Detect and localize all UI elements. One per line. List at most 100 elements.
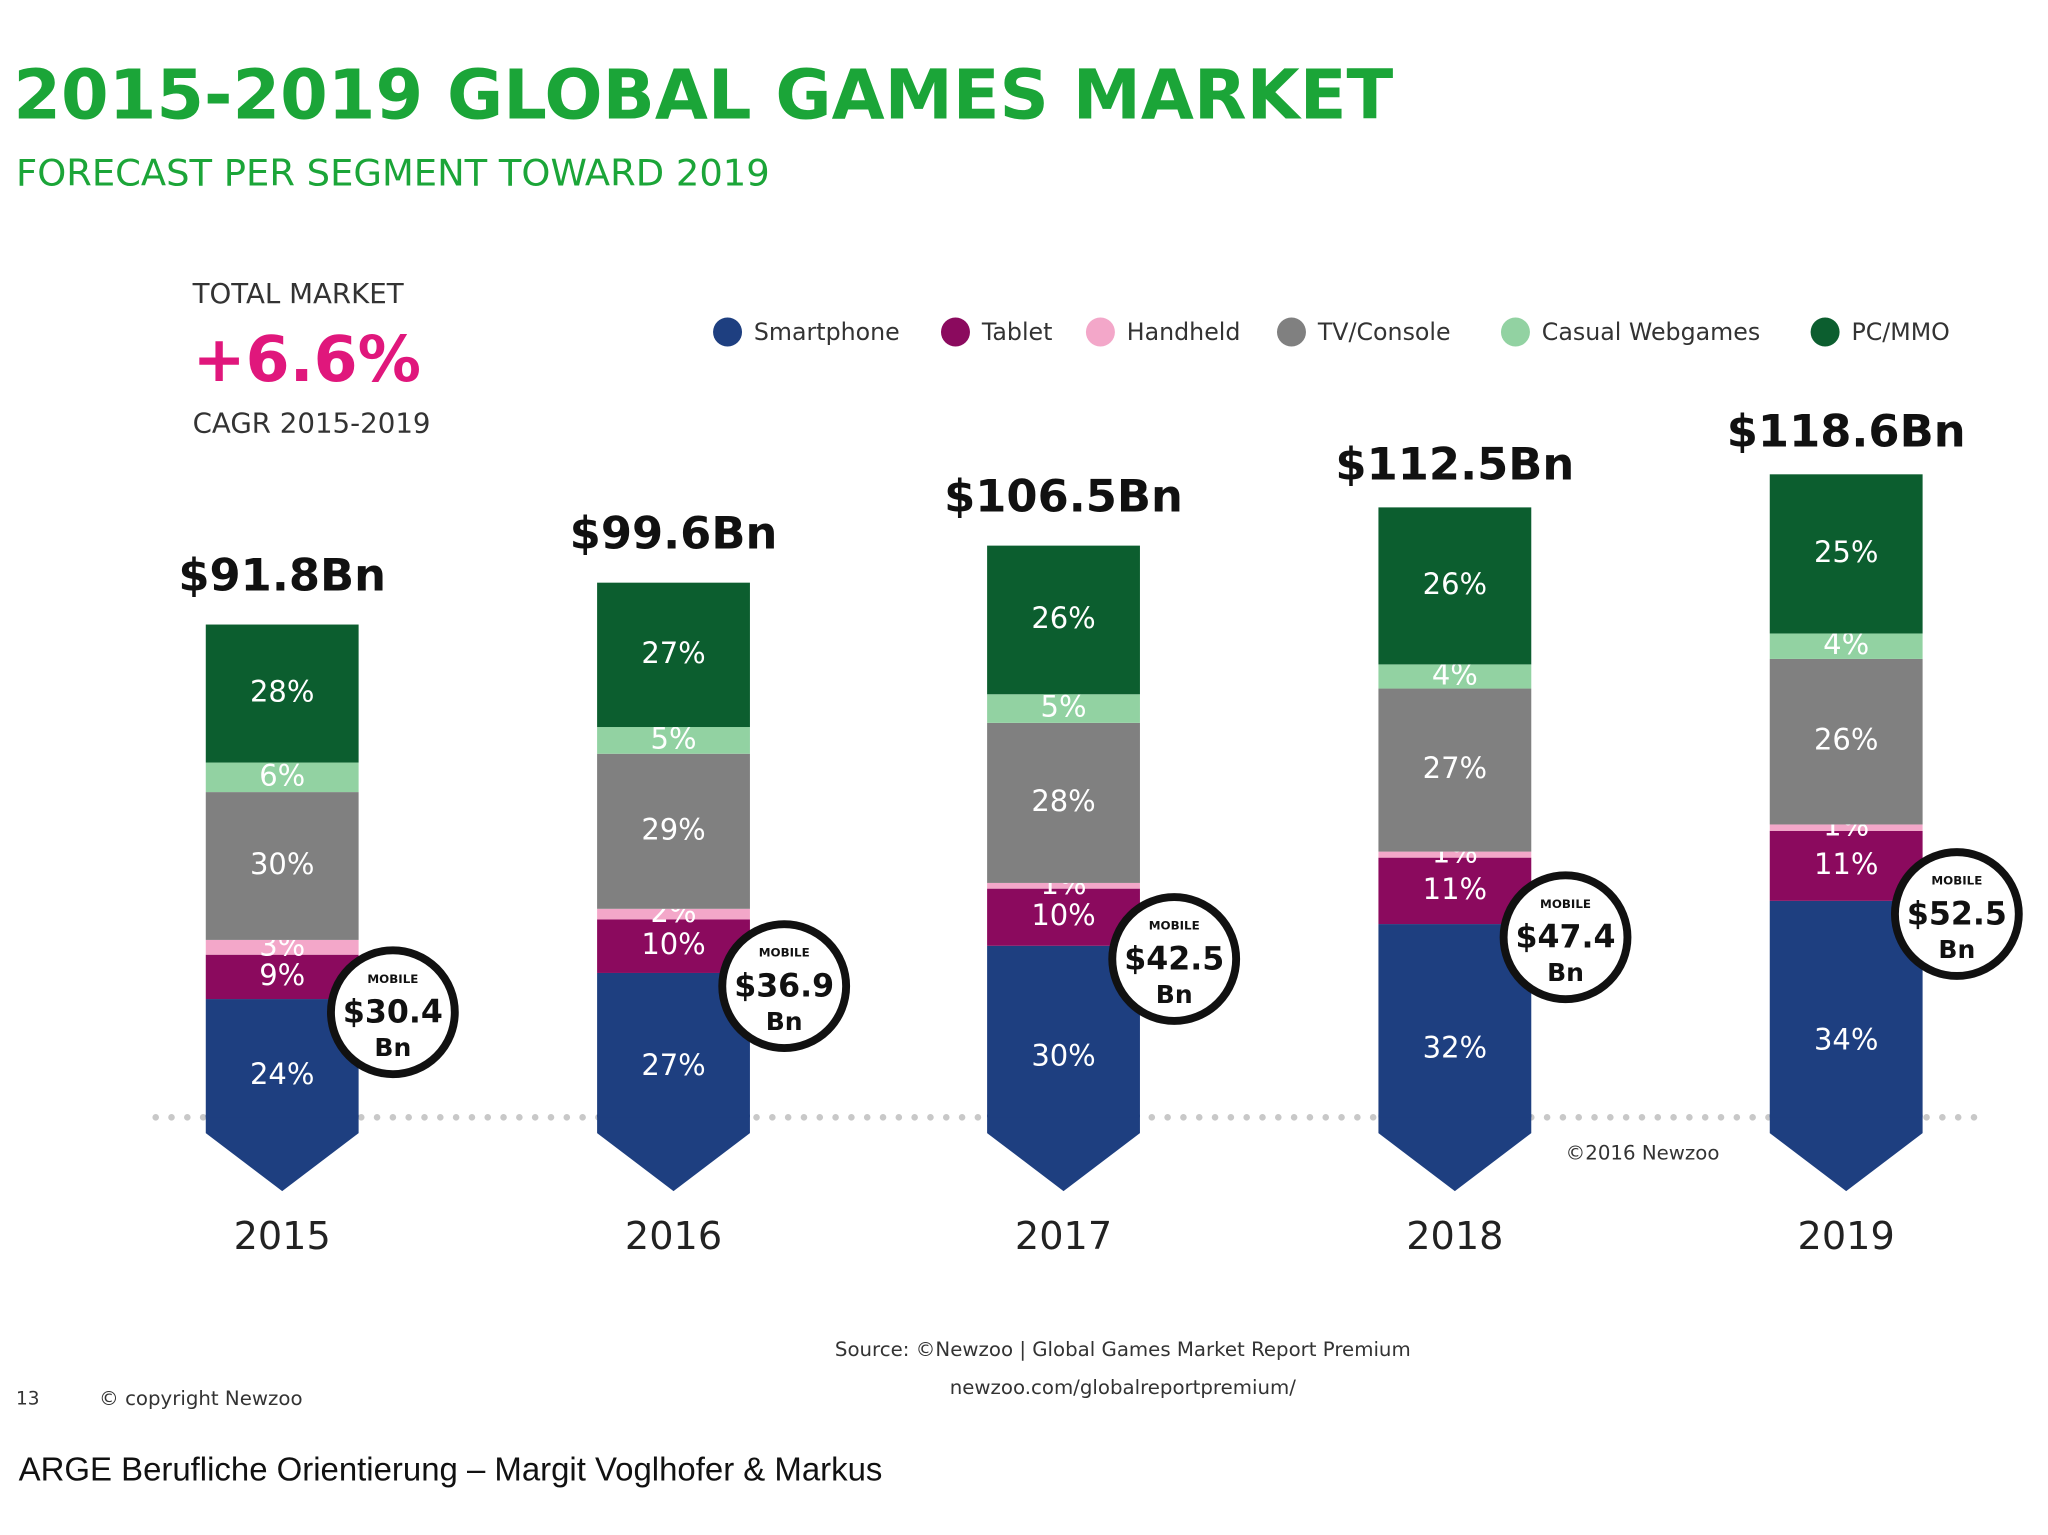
legend-swatch (1276, 317, 1306, 347)
bar-tip (205, 1114, 359, 1192)
mobile-unit: Bn (1156, 980, 1193, 1009)
copyright: © copyright Newzoo (99, 1387, 303, 1410)
legend-label: Smartphone (754, 318, 900, 346)
segment-label: 29% (641, 812, 705, 846)
segment-label: 28% (250, 675, 314, 709)
mobile-label: MOBILE (1149, 919, 1200, 933)
segment-label: 26% (1423, 567, 1487, 601)
credit: ©2016 Newzoo (1566, 1142, 1720, 1165)
legend-swatch (713, 317, 743, 347)
segment-label: 26% (1814, 723, 1878, 757)
bar-tip (1769, 1114, 1923, 1192)
mobile-value: $52.5 (1907, 896, 2007, 932)
mobile-label: MOBILE (759, 946, 810, 960)
source-url: newzoo.com/globalreportpremium/ (950, 1376, 1297, 1399)
summary-caption: CAGR 2015-2019 (193, 406, 431, 439)
mobile-label: MOBILE (367, 972, 418, 986)
mobile-badge (326, 946, 459, 1079)
legend-label: PC/MMO (1851, 318, 1949, 346)
total-label: $112.5Bn (1335, 437, 1574, 490)
segment-label: 24% (250, 1057, 314, 1091)
footer: ARGE Berufliche Orientierung – Margit Vo… (19, 1450, 883, 1487)
segment-label: 26% (1031, 601, 1095, 635)
mobile-value: $42.5 (1124, 941, 1224, 977)
bar-segment (205, 792, 359, 940)
total-label: $106.5Bn (944, 470, 1183, 523)
mobile-label: MOBILE (1540, 897, 1591, 911)
mobile-unit: Bn (1547, 958, 1584, 987)
segment-label: 27% (641, 1048, 705, 1082)
bar-tip (597, 1114, 750, 1192)
total-label: $99.6Bn (570, 507, 778, 560)
segment-label: 11% (1423, 872, 1487, 906)
page-number: 13 (16, 1388, 39, 1409)
segment-label: 5% (651, 721, 697, 755)
bar-segment (1769, 474, 1923, 634)
bar-segment (597, 727, 750, 754)
segment-label: 28% (1031, 784, 1095, 818)
bar-segment (1769, 633, 1923, 659)
segment-label: 9% (259, 958, 305, 992)
mobile-label: MOBILE (1931, 874, 1982, 888)
mobile-value: $36.9 (734, 968, 834, 1004)
bar-segment (597, 753, 750, 909)
summary-label: TOTAL MARKET (192, 277, 404, 310)
mobile-badge (1890, 848, 2023, 980)
summary-value: +6.6% (193, 322, 421, 396)
bar-segment (987, 882, 1140, 889)
bar-segment (1378, 507, 1532, 665)
segment-label: 30% (250, 847, 314, 881)
bar-segment (597, 582, 750, 728)
mobile-unit: Bn (766, 1007, 803, 1036)
x-tick-label: 2017 (1015, 1215, 1112, 1259)
chart-subtitle: FORECAST PER SEGMENT TOWARD 2019 (16, 152, 770, 195)
legend-swatch (1500, 317, 1530, 347)
segment-label: 25% (1814, 535, 1878, 569)
legend-label: Casual Webgames (1542, 318, 1760, 346)
total-label: $118.6Bn (1727, 405, 1966, 458)
segment-label: 30% (1031, 1038, 1095, 1072)
mobile-badge (1499, 871, 1632, 1004)
bar-segment (205, 624, 359, 763)
x-tick-label: 2016 (625, 1215, 722, 1259)
total-label: $91.8Bn (178, 548, 386, 601)
legend-label: Tablet (981, 318, 1053, 346)
mobile-unit: Bn (374, 1033, 411, 1062)
legend-swatch (1085, 317, 1115, 347)
chart-title: 2015-2019 GLOBAL GAMES MARKET (13, 56, 1393, 136)
bar-segment (1769, 658, 1923, 825)
mobile-unit: Bn (1938, 935, 1975, 964)
bar-segment (1378, 664, 1532, 689)
bar-tip (1378, 1114, 1532, 1192)
source: Source: ©Newzoo | Global Games Market Re… (835, 1338, 1411, 1361)
bar-segment (1378, 688, 1532, 852)
legend-label: Handheld (1127, 318, 1241, 346)
bar-segment (205, 939, 359, 955)
segment-label: 27% (641, 636, 705, 670)
bar-segment (205, 762, 359, 793)
mobile-badge (1108, 893, 1241, 1025)
bar-segment (597, 908, 750, 920)
bar-segment (987, 722, 1140, 883)
segment-label: 32% (1423, 1031, 1487, 1065)
segment-label: 6% (259, 758, 305, 792)
bar-segment (1769, 824, 1923, 831)
mobile-badge (718, 920, 851, 1053)
mobile-value: $30.4 (343, 995, 443, 1031)
x-tick-label: 2015 (234, 1215, 331, 1259)
mobile-value: $47.4 (1516, 920, 1616, 956)
segment-label: 10% (641, 927, 705, 961)
legend-swatch (940, 317, 970, 347)
segment-label: 11% (1814, 847, 1878, 881)
segment-label: 10% (1031, 898, 1095, 932)
legend-label: TV/Console (1317, 318, 1451, 346)
bar-tip (987, 1114, 1140, 1192)
segment-label: 5% (1041, 690, 1087, 724)
segment-label: 27% (1423, 751, 1487, 785)
bar-segment (987, 545, 1140, 695)
bar-segment (1378, 851, 1532, 858)
legend-swatch (1810, 317, 1840, 347)
bar-segment (987, 694, 1140, 723)
